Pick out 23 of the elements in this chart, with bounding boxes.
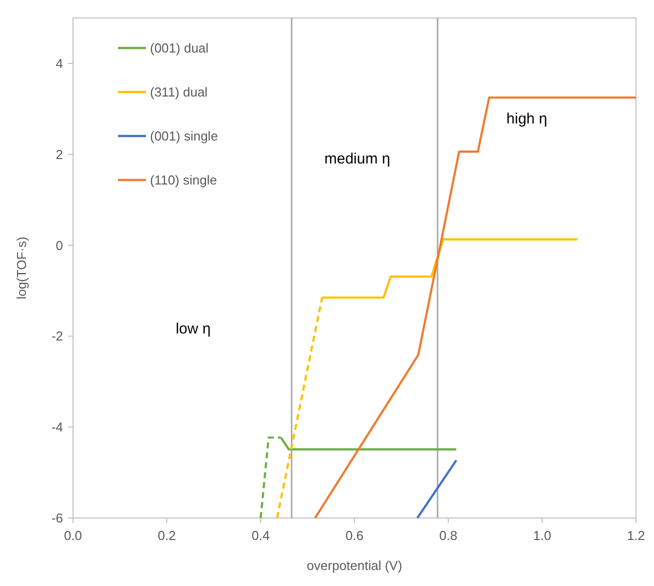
x-tick-label: 1.0 [533,528,552,543]
x-tick-label: 1.2 [626,528,646,543]
x-tick-label: 0.6 [345,528,364,543]
legend-label: (001) single [150,128,218,144]
y-tick-label: -4 [51,420,63,435]
x-tick-label: 0.2 [158,528,176,543]
legend-label: (110) single [150,172,217,188]
x-tick-label: 0.0 [64,528,82,543]
y-tick-label: -2 [51,328,63,344]
y-tick-label: 0 [56,238,63,253]
legend-label: (001) dual [150,40,209,56]
y-tick-label: 4 [56,56,63,72]
annotation: low η [176,320,211,338]
y-axis-title: log(TOF·s) [14,236,29,300]
annotation: medium η [324,150,390,168]
line-series [314,96,638,520]
x-tick-label: 0.8 [439,528,458,543]
x-tick-label: 0.4 [252,528,270,543]
x-axis-title: overpotential (V) [306,558,402,573]
annotation: high η [506,110,548,128]
y-tick-label: 2 [56,146,63,162]
y-tick-label: -6 [51,510,63,526]
legend-label: (311) dual [150,84,208,100]
